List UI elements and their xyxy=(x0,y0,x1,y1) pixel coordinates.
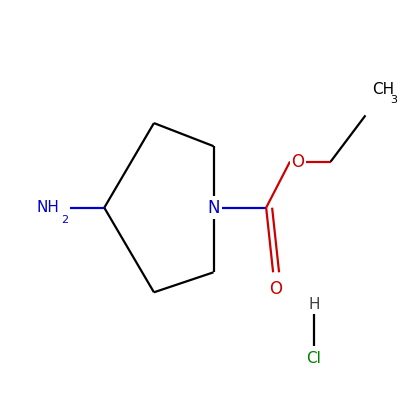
Text: 2: 2 xyxy=(62,215,69,225)
Text: H: H xyxy=(308,297,320,312)
Text: 3: 3 xyxy=(390,95,397,105)
Text: O: O xyxy=(292,152,304,170)
Text: NH: NH xyxy=(37,200,60,215)
Text: CH: CH xyxy=(372,82,394,97)
Text: N: N xyxy=(207,199,220,217)
Text: O: O xyxy=(270,280,282,298)
Text: Cl: Cl xyxy=(306,351,321,366)
